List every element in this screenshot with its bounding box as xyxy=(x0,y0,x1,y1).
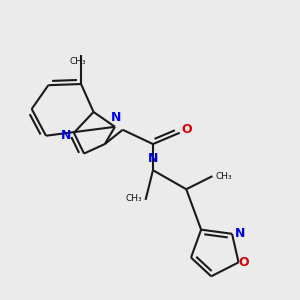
Text: N: N xyxy=(148,152,158,165)
Text: N: N xyxy=(111,111,122,124)
Text: N: N xyxy=(235,227,245,240)
Text: O: O xyxy=(238,256,249,269)
Text: N: N xyxy=(60,129,71,142)
Text: CH₃: CH₃ xyxy=(126,194,142,203)
Text: CH₃: CH₃ xyxy=(69,57,86,66)
Text: O: O xyxy=(181,123,192,136)
Text: CH₃: CH₃ xyxy=(215,172,232,181)
